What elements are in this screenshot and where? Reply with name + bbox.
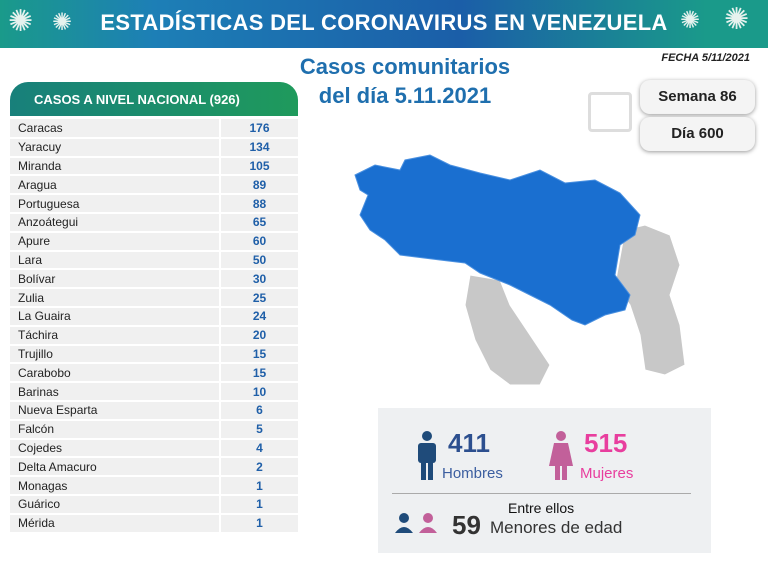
state-name: Trujillo xyxy=(10,344,220,365)
table-row: Caracas 176 xyxy=(10,119,298,139)
man-icon xyxy=(418,431,436,480)
state-name: Yaracuy xyxy=(10,137,220,158)
page-title: ESTADÍSTICAS DEL CORONAVIRUS EN VENEZUEL… xyxy=(100,10,668,35)
minors-count: 59 xyxy=(452,510,481,540)
table-row: Apure 60 xyxy=(10,231,298,252)
men-count: 411 xyxy=(448,428,490,458)
woman-icon xyxy=(549,431,573,480)
state-name: Lara xyxy=(10,250,220,271)
state-cases: 24 xyxy=(219,306,298,327)
state-name: Guárico xyxy=(10,494,220,515)
state-name: Falcón xyxy=(10,419,220,440)
map-gray-region xyxy=(614,224,686,376)
table-row: Cojedes 4 xyxy=(10,438,298,459)
table-row: Barinas 10 xyxy=(10,382,298,402)
state-name: Monagas xyxy=(10,476,220,496)
subtitle-line2: del día 5.11.2021 xyxy=(318,83,492,108)
state-cases: 88 xyxy=(219,194,298,214)
table-row: Delta Amacuro 2 xyxy=(10,457,298,478)
state-cases: 1 xyxy=(219,494,298,515)
state-cases: 15 xyxy=(219,344,298,365)
table-row: Nueva Esparta 6 xyxy=(10,400,298,421)
state-name: Barinas xyxy=(10,382,220,402)
state-name: Cojedes xyxy=(10,438,220,459)
state-name: Delta Amacuro xyxy=(10,457,220,478)
national-cases-header: CASOS A NIVEL NACIONAL (926) xyxy=(10,82,298,116)
state-cases: 2 xyxy=(219,457,298,478)
children-icon xyxy=(395,513,437,533)
state-cases: 134 xyxy=(219,137,298,158)
table-row: Táchira 20 xyxy=(10,325,298,346)
state-cases: 15 xyxy=(219,363,298,384)
table-row: Miranda 105 xyxy=(10,156,298,177)
state-cases: 25 xyxy=(219,288,298,308)
subtitle: Casos comunitarios del día 5.11.2021 xyxy=(290,52,520,110)
day-badge: Día 600 xyxy=(640,117,755,151)
virus-icon: ✺ xyxy=(724,3,750,36)
week-badge: Semana 86 xyxy=(640,80,755,114)
state-cases: 5 xyxy=(219,419,298,440)
state-cases: 50 xyxy=(219,250,298,271)
state-name: Anzoátegui xyxy=(10,212,220,233)
table-row: La Guaira 24 xyxy=(10,306,298,327)
table-row: Anzoátegui 65 xyxy=(10,212,298,233)
minors-label: Menores de edad xyxy=(490,518,623,537)
state-cases: 4 xyxy=(219,438,298,459)
date-label: FECHA 5/11/2021 xyxy=(661,52,750,64)
state-cases: 60 xyxy=(219,231,298,252)
state-cases: 89 xyxy=(219,175,298,196)
state-cases: 6 xyxy=(219,400,298,421)
state-cases: 20 xyxy=(219,325,298,346)
state-name: Zulia xyxy=(10,288,220,308)
table-row: Mérida 1 xyxy=(10,513,298,534)
demographics-panel: 411 Hombres 515 Mujeres Entre ellos 59 M… xyxy=(378,408,711,553)
divider xyxy=(392,493,691,494)
state-name: Táchira xyxy=(10,325,220,346)
state-name: Mérida xyxy=(10,513,220,534)
table-row: Zulia 25 xyxy=(10,288,298,308)
table-row: Bolívar 30 xyxy=(10,269,298,290)
state-name: La Guaira xyxy=(10,306,220,327)
state-name: Carabobo xyxy=(10,363,220,384)
table-row: Portuguesa 88 xyxy=(10,194,298,214)
table-row: Trujillo 15 xyxy=(10,344,298,365)
state-cases: 65 xyxy=(219,212,298,233)
state-cases: 30 xyxy=(219,269,298,290)
table-row: Yaracuy 134 xyxy=(10,137,298,158)
state-name: Caracas xyxy=(10,119,220,139)
virus-icon: ✺ xyxy=(680,7,701,34)
women-count: 515 xyxy=(584,428,628,458)
state-cases: 176 xyxy=(219,119,298,139)
state-name: Miranda xyxy=(10,156,220,177)
women-label: Mujeres xyxy=(580,465,634,482)
table-row: Aragua 89 xyxy=(10,175,298,196)
state-name: Bolívar xyxy=(10,269,220,290)
among-label: Entre ellos xyxy=(508,500,575,516)
state-cases: 105 xyxy=(219,156,298,177)
state-name: Portuguesa xyxy=(10,194,220,214)
virus-icon: ✺ xyxy=(8,5,34,38)
men-label: Hombres xyxy=(442,465,503,482)
table-row: Monagas 1 xyxy=(10,476,298,496)
states-table: Caracas 176 Yaracuy 134 Miranda 105 Aragua 89 Po… xyxy=(10,119,298,534)
map-blue-region xyxy=(354,154,641,326)
state-cases: 10 xyxy=(219,382,298,402)
header-banner: ✺ ✺ ✺ ✺ ESTADÍSTICAS DEL CORONAVIRUS EN … xyxy=(0,0,768,48)
state-name: Apure xyxy=(10,231,220,252)
table-row: Carabobo 15 xyxy=(10,363,298,384)
table-row: Guárico 1 xyxy=(10,494,298,515)
state-name: Aragua xyxy=(10,175,220,196)
state-name: Nueva Esparta xyxy=(10,400,220,421)
state-cases: 1 xyxy=(219,513,298,534)
table-row: Falcón 5 xyxy=(10,419,298,440)
table-row: Lara 50 xyxy=(10,250,298,271)
subtitle-line1: Casos comunitarios xyxy=(299,54,511,79)
state-cases: 1 xyxy=(219,476,298,496)
map-gray-region xyxy=(464,274,551,386)
calendar-icon xyxy=(588,92,632,132)
virus-icon: ✺ xyxy=(52,9,73,36)
venezuela-map xyxy=(354,154,686,386)
